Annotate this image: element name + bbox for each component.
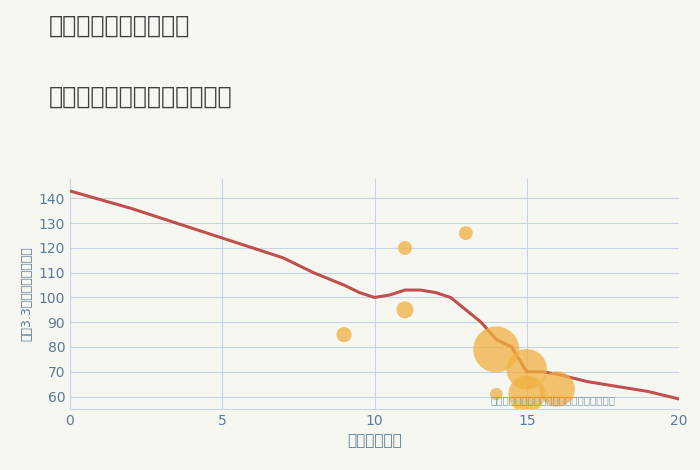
Text: 駅距離別中古マンション価格: 駅距離別中古マンション価格: [49, 85, 232, 109]
Point: [461, 229, 472, 237]
Text: 兵庫県尼崎市武庫町の: 兵庫県尼崎市武庫町の: [49, 14, 190, 38]
Y-axis label: 坪（3.3㎡）単価（万円）: 坪（3.3㎡）単価（万円）: [20, 246, 33, 341]
Point: [552, 385, 563, 393]
Point: [491, 346, 502, 353]
Point: [521, 366, 532, 373]
X-axis label: 駅距離（分）: 駅距離（分）: [347, 433, 402, 448]
Point: [521, 390, 532, 398]
Point: [399, 244, 410, 252]
Text: 円の大きさは、取引のあった物件面積を示す: 円の大きさは、取引のあった物件面積を示す: [490, 395, 615, 405]
Point: [491, 390, 502, 398]
Point: [399, 306, 410, 313]
Point: [339, 331, 350, 338]
